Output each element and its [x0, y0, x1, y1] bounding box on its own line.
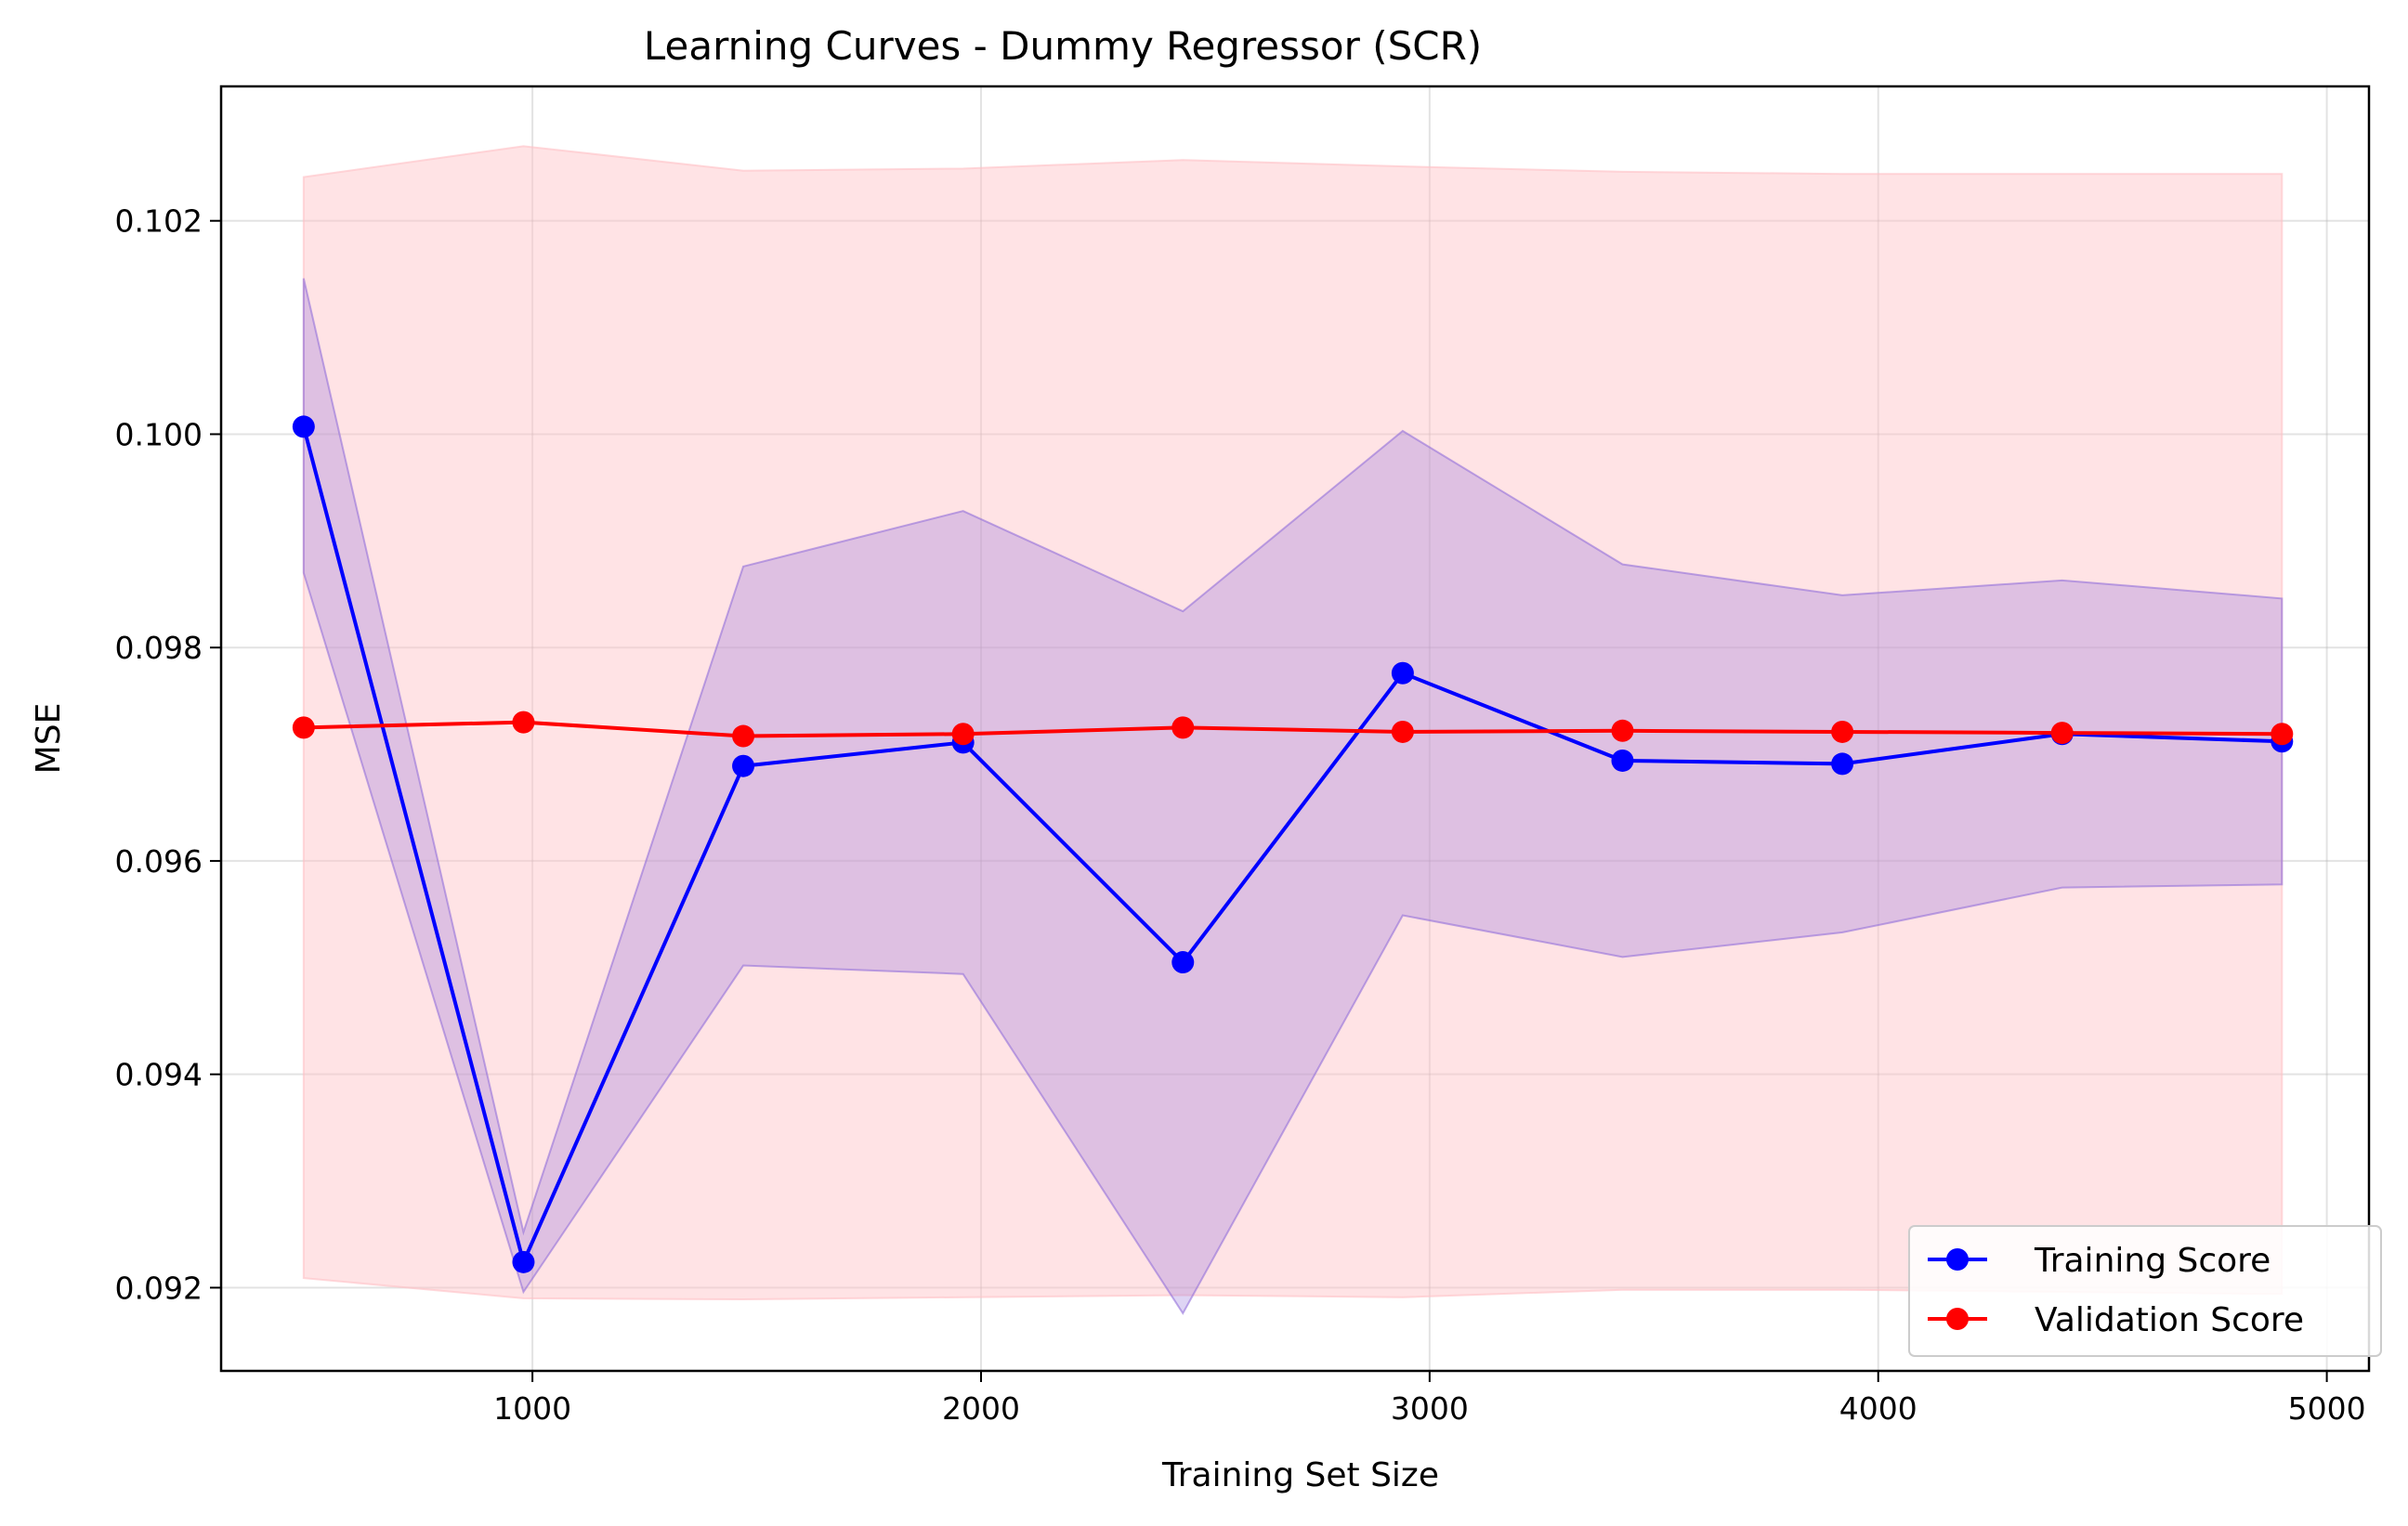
data-point-validation — [1611, 719, 1634, 742]
y-tick-label: 0.092 — [115, 1270, 203, 1306]
y-tick-label: 0.102 — [115, 203, 203, 240]
legend-swatch-marker — [1946, 1308, 1969, 1330]
data-point-validation — [292, 716, 315, 739]
data-point-validation — [1831, 720, 1854, 743]
x-tick-label: 5000 — [2288, 1390, 2366, 1427]
x-axis-ticks: 1000 2000 3000 4000 5000 — [493, 1371, 2366, 1427]
data-point-training — [292, 415, 315, 438]
y-axis-label: MSE — [30, 703, 68, 775]
data-point-validation — [2271, 723, 2294, 746]
y-tick-label: 0.096 — [115, 843, 203, 880]
data-point-validation — [951, 723, 975, 746]
y-tick-label: 0.098 — [115, 630, 203, 666]
legend-box — [1908, 1225, 2382, 1357]
legend-entry-validation: Validation Score — [1928, 1301, 2304, 1339]
legend-label-validation: Validation Score — [2035, 1301, 2304, 1339]
plot-area-frame — [219, 85, 2371, 1373]
y-axis-ticks: 0.092 0.094 0.096 0.098 0.100 0.102 — [115, 203, 221, 1306]
data-point-validation — [2050, 722, 2074, 745]
series-lines — [301, 425, 2283, 1264]
x-axis-label: Training Set Size — [1161, 1456, 1439, 1494]
series-line-validation — [303, 720, 2283, 738]
legend-swatch-marker — [1946, 1248, 1969, 1271]
data-point-training — [1391, 661, 1414, 685]
grid-lines — [221, 86, 2369, 1371]
chart-title: Learning Curves - Dummy Regressor (SCR) — [644, 23, 1482, 69]
data-point-training — [732, 754, 755, 777]
x-tick-label: 1000 — [493, 1390, 571, 1427]
data-point-validation — [732, 724, 755, 748]
legend: Training Score Validation Score — [1908, 1225, 2382, 1357]
data-point-validation — [512, 711, 535, 734]
data-point-training — [512, 1250, 535, 1273]
series-line-training — [301, 425, 2283, 1264]
data-point-training — [1171, 951, 1195, 974]
data-point-training — [1831, 752, 1854, 776]
data-point-training — [1611, 749, 1634, 772]
x-tick-label: 4000 — [1839, 1390, 1917, 1427]
x-tick-label: 2000 — [942, 1390, 1020, 1427]
y-tick-label: 0.094 — [115, 1057, 203, 1093]
legend-label-training: Training Score — [2034, 1242, 2271, 1280]
y-tick-label: 0.100 — [115, 416, 203, 452]
series-markers — [292, 415, 2294, 1273]
confidence-band-training — [302, 278, 2284, 1315]
legend-entry-training: Training Score — [1928, 1242, 2271, 1280]
data-point-validation — [1391, 720, 1414, 743]
x-tick-label: 3000 — [1391, 1390, 1469, 1427]
data-point-validation — [1171, 716, 1195, 739]
